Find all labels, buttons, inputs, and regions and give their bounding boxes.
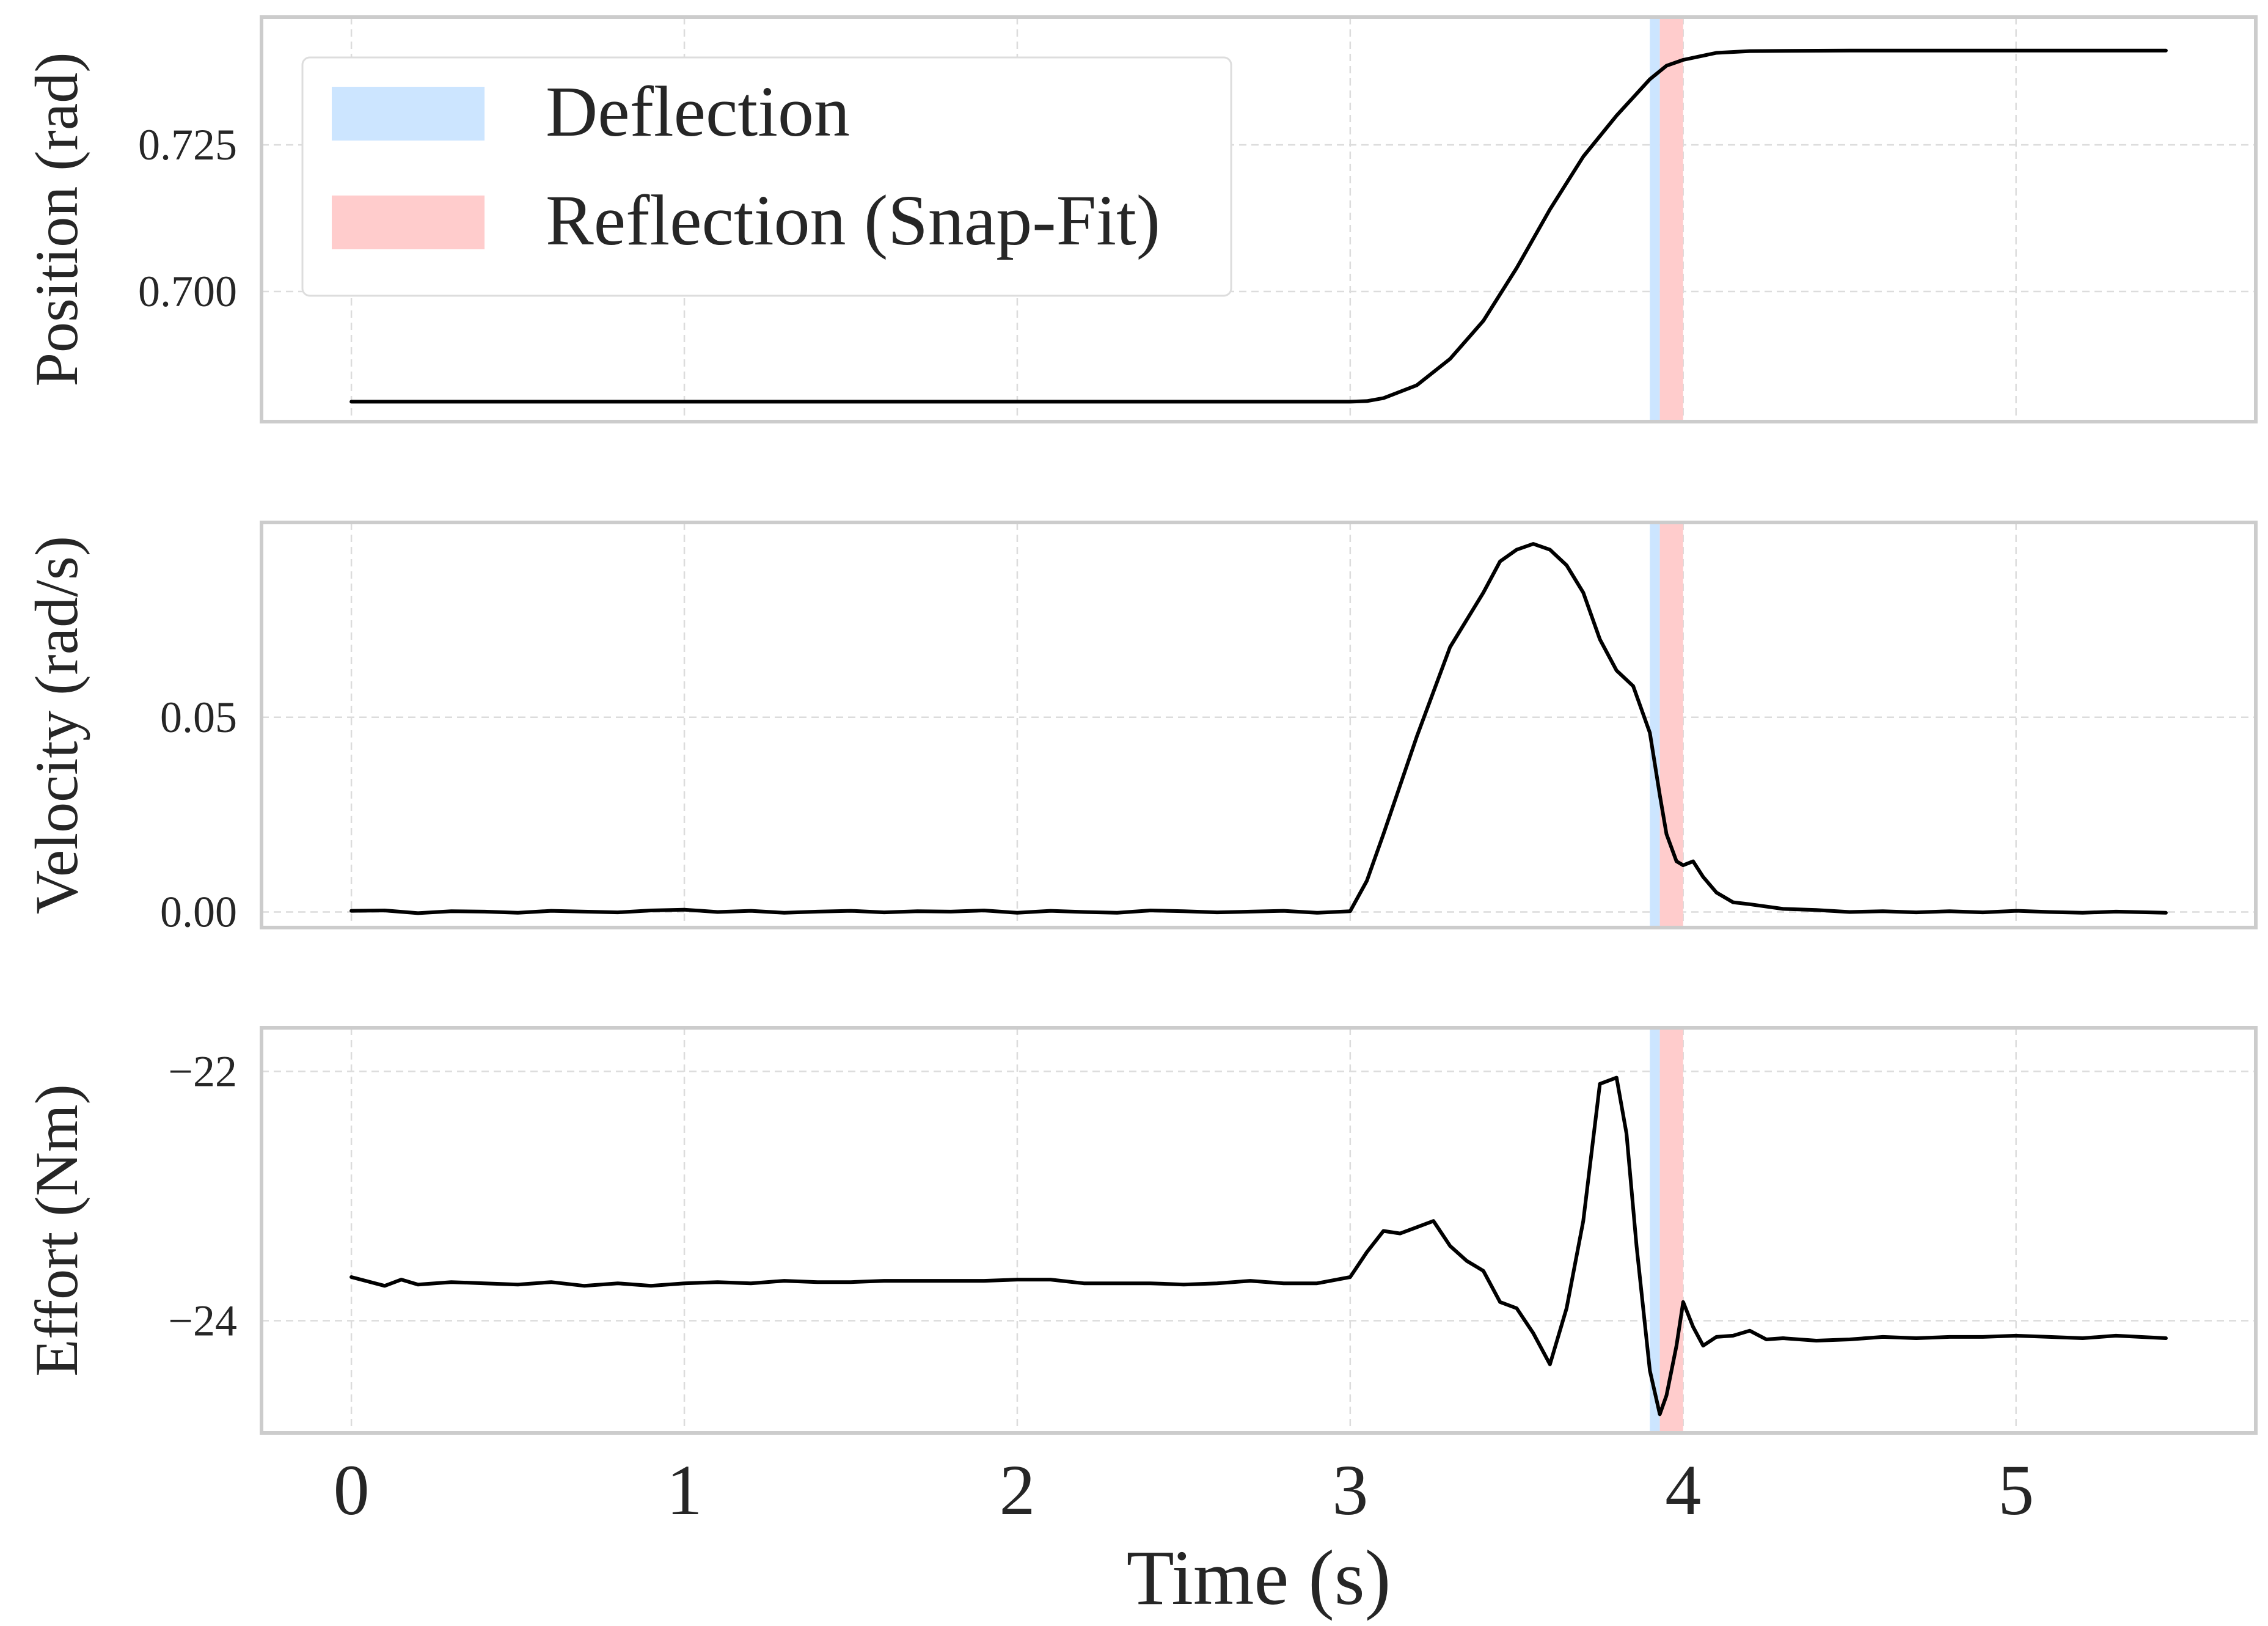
effort-y-tick-label: −22 — [168, 1047, 237, 1096]
legend-swatch-reflection — [332, 196, 485, 249]
velocity-deflection-region — [1650, 522, 1660, 928]
effort-axes-frame — [260, 1026, 2258, 1435]
legend-label-deflection: Deflection — [546, 71, 850, 152]
velocity-reflection-region — [1659, 522, 1683, 928]
velocity-series — [349, 542, 2168, 915]
velocity-y-tick-label: 0.00 — [160, 888, 237, 937]
x-tick-label: 0 — [334, 1450, 370, 1530]
velocity-y-tick-label: 0.05 — [160, 693, 237, 742]
position-line — [349, 48, 2168, 404]
position-axes-frame — [260, 15, 2258, 423]
position-y-axis-label: Position (rad) — [23, 52, 90, 386]
x-tick-label: 1 — [667, 1450, 703, 1530]
velocity-y-ticks: 0.00 0.05 — [160, 693, 237, 937]
x-axis-ticks: 0 1 2 3 4 5 — [334, 1450, 2035, 1530]
effort-line — [349, 1075, 2168, 1416]
x-axis-label: Time (s) — [1127, 1534, 1391, 1621]
legend-box — [301, 56, 1232, 297]
velocity-axes-frame — [260, 521, 2258, 929]
effort-regions — [1650, 1028, 1683, 1433]
position-y-ticks: 0.700 0.725 — [138, 120, 237, 316]
position-series — [349, 48, 2168, 404]
velocity-line — [349, 542, 2168, 915]
effort-deflection-region — [1650, 1028, 1660, 1433]
x-tick-label: 2 — [999, 1450, 1035, 1530]
x-tick-label: 3 — [1332, 1450, 1368, 1530]
legend-swatch-deflection — [332, 87, 485, 141]
velocity-y-axis-label: Velocity (rad/s) — [23, 536, 90, 914]
position-y-tick-label: 0.725 — [138, 120, 237, 169]
position-reflection-region — [1659, 17, 1683, 422]
position-regions — [1650, 17, 1683, 422]
effort-y-tick-label: −24 — [168, 1296, 237, 1345]
legend-label-reflection: Reflection (Snap-Fit) — [546, 180, 1160, 260]
x-tick-label: 5 — [1998, 1450, 2034, 1530]
effort-y-ticks: −24 −22 — [168, 1047, 237, 1345]
effort-series — [349, 1075, 2168, 1416]
effort-y-axis-label: Effort (Nm) — [23, 1084, 90, 1377]
position-deflection-region — [1650, 17, 1660, 422]
legend: Deflection Reflection (Snap-Fit) — [301, 56, 1232, 297]
position-y-tick-label: 0.700 — [138, 267, 237, 316]
x-tick-label: 4 — [1665, 1450, 1701, 1530]
velocity-panel: 0.00 0.05 Velocity (rad/s) — [23, 521, 2258, 937]
position-panel: 0.700 0.725 Position (rad) — [23, 15, 2258, 423]
velocity-regions — [1650, 522, 1683, 928]
effort-panel: −24 −22 Effort (Nm) — [23, 1026, 2258, 1435]
